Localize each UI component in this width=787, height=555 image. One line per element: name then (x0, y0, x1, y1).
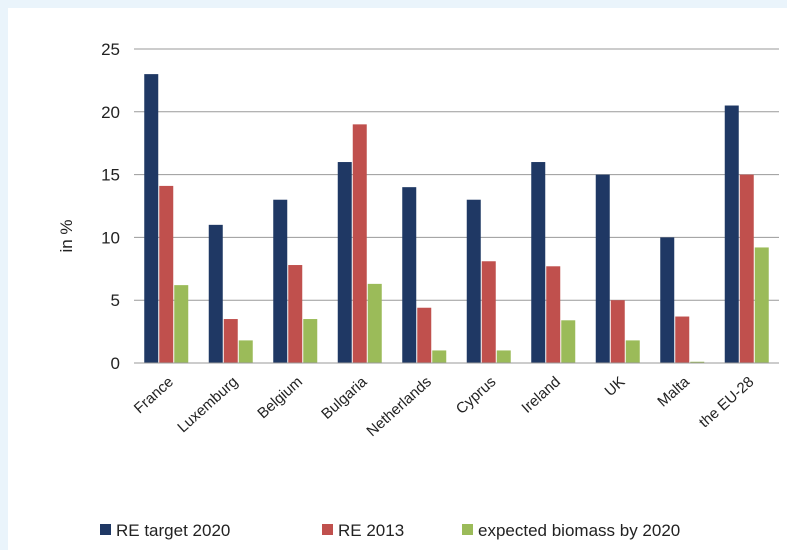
x-tick-label: Luxemburg (174, 373, 241, 436)
bar (625, 340, 640, 363)
bar (724, 105, 739, 364)
x-tick-label: Belgium (254, 373, 306, 422)
x-tick-label: the EU-28 (696, 373, 758, 431)
bar (675, 316, 690, 363)
y-axis-label: in % (57, 219, 76, 252)
y-tick-label: 5 (111, 291, 120, 310)
x-tick-label: Ireland (518, 373, 563, 416)
chart-panel: 0 5 10 15 20 25 in % France Luxemburg Belgium Bu… (8, 8, 787, 550)
bar (273, 199, 288, 363)
y-tick-label: 20 (101, 103, 120, 122)
y-tick-label: 25 (101, 40, 120, 59)
gridlines (134, 48, 779, 301)
bar (223, 319, 238, 363)
y-axis-ticks: 0 5 10 15 20 25 (101, 40, 120, 373)
x-tick-label: Malta (654, 373, 693, 411)
bar (288, 265, 303, 363)
bar (402, 187, 417, 363)
y-tick-label: 10 (101, 228, 120, 247)
bar (303, 319, 318, 363)
x-tick-label: UK (602, 373, 629, 400)
bar (546, 266, 561, 363)
y-tick-label: 0 (111, 354, 120, 373)
legend-swatch (462, 524, 473, 535)
bar (159, 185, 174, 363)
bar (208, 224, 223, 363)
bar (531, 162, 546, 363)
bar (496, 350, 511, 363)
bar (337, 162, 352, 363)
bar (174, 285, 189, 363)
y-tick-label: 15 (101, 166, 120, 185)
bar (690, 361, 705, 363)
bar (561, 320, 576, 363)
legend-swatch (100, 524, 111, 535)
x-tick-label: Cyprus (453, 373, 500, 417)
legend-label: expected biomass by 2020 (478, 521, 680, 540)
x-tick-label: Bulgaria (318, 373, 371, 423)
bar (610, 300, 625, 363)
bar (739, 174, 754, 363)
x-tick-label: France (131, 373, 177, 417)
bar (660, 237, 675, 363)
bar (432, 350, 447, 363)
bar (481, 261, 496, 363)
x-tick-label: Netherlands (363, 373, 434, 440)
bars (144, 74, 769, 364)
bar (595, 174, 610, 363)
bar (417, 307, 432, 363)
bar (754, 247, 769, 363)
bar (352, 124, 367, 363)
legend: RE target 2020 RE 2013 expected biomass by… (100, 521, 680, 540)
legend-label: RE target 2020 (116, 521, 230, 540)
bar (367, 283, 382, 363)
legend-label: RE 2013 (338, 521, 404, 540)
bar (466, 199, 481, 363)
legend-swatch (322, 524, 333, 535)
bar (238, 340, 253, 363)
bar (144, 74, 159, 364)
